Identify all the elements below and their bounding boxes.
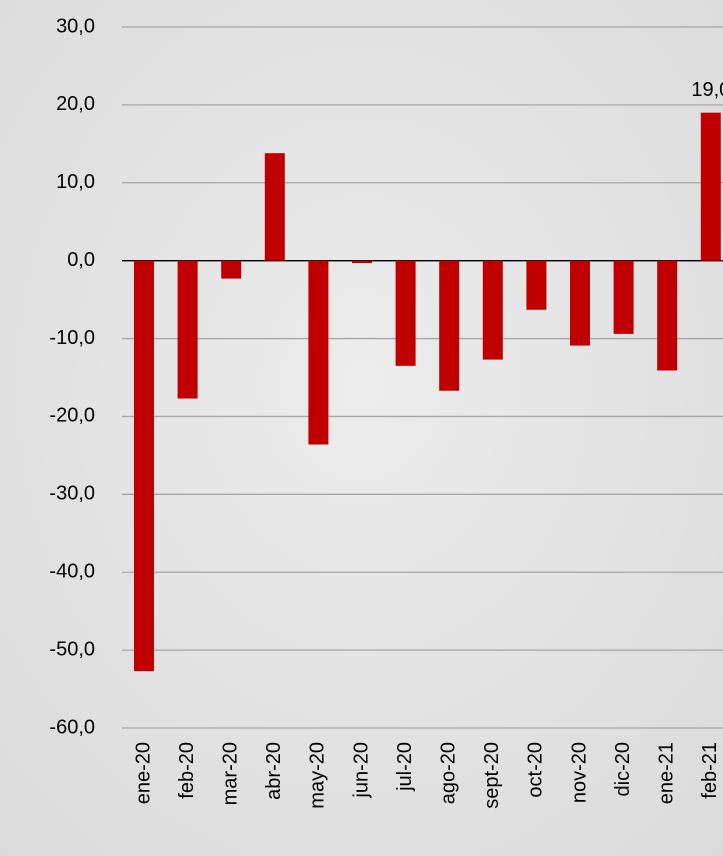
bar (439, 260, 460, 391)
bar (134, 260, 154, 672)
y-tick-label: -60,0 (49, 716, 95, 738)
bar (177, 260, 198, 399)
bar (395, 260, 416, 366)
x-tick-label: ene-21 (655, 742, 677, 804)
bar (700, 112, 721, 261)
bar (526, 260, 547, 310)
x-tick-label: nov-20 (568, 742, 590, 803)
bar (613, 260, 634, 334)
bar (570, 260, 590, 346)
x-tick-label: sept-20 (481, 742, 503, 809)
y-tick-label: 0,0 (67, 249, 95, 271)
y-tick-label: 30,0 (56, 15, 95, 37)
x-tick-label: jul-20 (394, 742, 416, 792)
data-label: 19,0 (691, 79, 723, 101)
x-tick-label: ene-20 (132, 742, 154, 804)
x-tick-label: jun-20 (350, 742, 372, 799)
bar (657, 260, 678, 371)
x-tick-label: ago-20 (437, 742, 459, 804)
y-tick-label: -10,0 (49, 327, 95, 349)
bar (308, 260, 329, 445)
bar (221, 260, 242, 279)
y-tick-label: -50,0 (49, 638, 95, 660)
y-tick-label: -40,0 (49, 561, 95, 583)
bar (482, 260, 503, 360)
y-tick-label: -30,0 (49, 483, 95, 505)
x-tick-label: oct-20 (525, 742, 547, 798)
x-tick-label: may-20 (307, 742, 329, 809)
y-tick-label: 10,0 (56, 171, 95, 193)
x-tick-label: feb-21 (699, 742, 721, 799)
bar (352, 260, 372, 264)
x-tick-label: dic-20 (612, 742, 634, 796)
x-tick-label: feb-20 (176, 742, 198, 799)
x-tick-label: mar-20 (219, 742, 241, 805)
x-tick-label: abr-20 (263, 742, 285, 800)
y-tick-label: -20,0 (49, 405, 95, 427)
bar (264, 153, 285, 261)
y-tick-label: 20,0 (56, 93, 95, 115)
